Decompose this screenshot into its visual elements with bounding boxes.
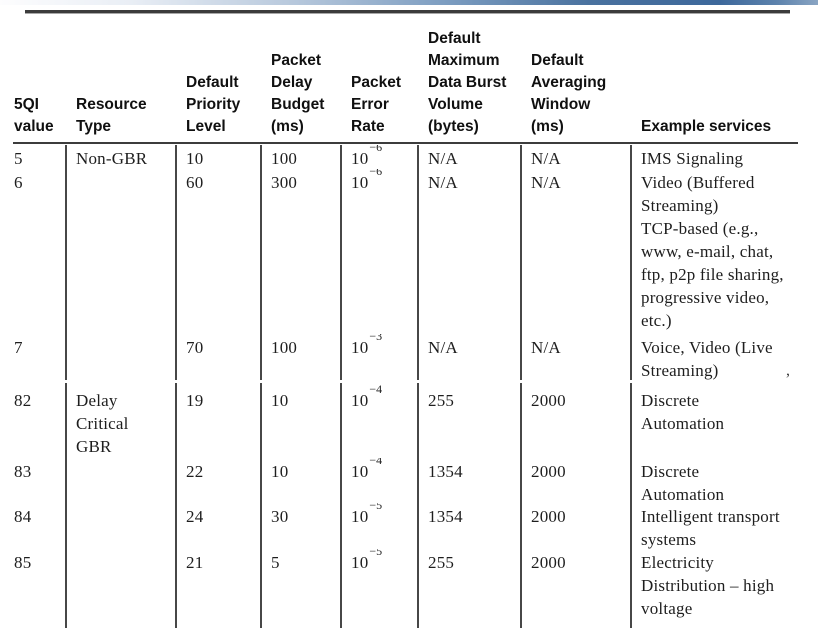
cell-5qi-value: 6 bbox=[14, 173, 23, 192]
cell-burst-volume: 255 bbox=[417, 383, 520, 458]
cell-resource-type bbox=[65, 458, 175, 503]
cell-5qi-value: 82 bbox=[14, 391, 32, 410]
cell-error-rate: 10−5 bbox=[340, 503, 417, 549]
table-top-rule bbox=[25, 10, 790, 13]
cell-example-services: Intelligent transport systems bbox=[630, 503, 806, 549]
column-header-burst-volume: Default Maximum Data Burst Volume (bytes… bbox=[428, 30, 507, 135]
page-top-accent-bar bbox=[0, 0, 818, 5]
cell-error-rate: 10−6 bbox=[340, 169, 417, 334]
table-section-delay-critical-gbr: 82 Delay Critical GBR 19 10 10−4 255 200… bbox=[14, 383, 806, 628]
cell-burst-volume: 255 bbox=[417, 549, 520, 628]
cell-5qi-value: 83 bbox=[14, 462, 32, 481]
table-row-5qi-6: 6 60 300 10−6 N/A N/A Video (Buffered St… bbox=[14, 169, 806, 334]
cell-delay-budget: 300 bbox=[260, 169, 340, 334]
cell-5qi-value: 85 bbox=[14, 553, 32, 572]
cell-delay-budget: 5 bbox=[260, 549, 340, 628]
table-row-5qi-85: 85 21 5 10−5 255 2000 Electricity Distri… bbox=[14, 549, 806, 628]
cell-priority-level: 10 bbox=[175, 145, 260, 169]
error-rate-exponent: −4 bbox=[369, 383, 383, 397]
cell-example-services: Voice, Video (Live Streaming) bbox=[630, 334, 806, 380]
column-header-priority-level: Default Priority Level bbox=[186, 74, 241, 135]
cell-averaging-window: 2000 bbox=[520, 503, 630, 549]
cell-error-rate: 10−3 bbox=[340, 334, 417, 380]
cell-averaging-window: N/A bbox=[520, 145, 630, 169]
cell-priority-level: 21 bbox=[175, 549, 260, 628]
table-row-5qi-5: 5 Non-GBR 10 100 10−6 N/A N/A IMS Signal… bbox=[14, 145, 806, 169]
cell-averaging-window: N/A bbox=[520, 334, 630, 380]
error-rate-exponent: −5 bbox=[369, 503, 383, 513]
cell-resource-type bbox=[65, 549, 175, 628]
column-header-resource-type: Resource Type bbox=[76, 96, 147, 135]
cell-example-services: IMS Signaling bbox=[630, 145, 806, 169]
error-rate-exponent: −6 bbox=[369, 169, 383, 179]
table-row-5qi-82: 82 Delay Critical GBR 19 10 10−4 255 200… bbox=[14, 383, 806, 458]
cell-delay-budget: 100 bbox=[260, 334, 340, 380]
cell-burst-volume: N/A bbox=[417, 169, 520, 334]
cell-delay-budget: 10 bbox=[260, 383, 340, 458]
column-header-delay-budget: Packet Delay Budget (ms) bbox=[271, 52, 325, 135]
column-header-5qi-value: 5QI value bbox=[14, 96, 54, 135]
cell-error-rate: 10−5 bbox=[340, 549, 417, 628]
table-header-row: 5QI value Resource Type Default Priority… bbox=[14, 16, 806, 140]
error-rate-exponent: −3 bbox=[369, 334, 383, 344]
cell-priority-level: 70 bbox=[175, 334, 260, 380]
cell-delay-budget: 100 bbox=[260, 145, 340, 169]
error-rate-exponent: −4 bbox=[369, 458, 383, 468]
column-header-example-services: Example services bbox=[641, 118, 772, 135]
cell-example-services: Video (Buffered Streaming) TCP-based (e.… bbox=[630, 169, 806, 334]
cell-priority-level: 19 bbox=[175, 383, 260, 458]
cell-5qi-value: 5 bbox=[14, 149, 23, 168]
cell-example-services: Discrete Automation bbox=[630, 458, 806, 503]
cell-5qi-value: 84 bbox=[14, 507, 32, 526]
cell-priority-level: 60 bbox=[175, 169, 260, 334]
cell-priority-level: 22 bbox=[175, 458, 260, 503]
cell-priority-level: 24 bbox=[175, 503, 260, 549]
error-rate-exponent: −6 bbox=[369, 145, 383, 155]
cell-averaging-window: N/A bbox=[520, 169, 630, 334]
scan-artifact-mark: , bbox=[786, 362, 790, 379]
table-row-5qi-83: 83 22 10 10−4 1354 2000 Discrete Automat… bbox=[14, 458, 806, 503]
cell-burst-volume: 1354 bbox=[417, 458, 520, 503]
cell-example-services: Electricity Distribution – high voltage bbox=[630, 549, 806, 628]
cell-averaging-window: 2000 bbox=[520, 458, 630, 503]
cell-error-rate: 10−4 bbox=[340, 458, 417, 503]
cell-resource-type: Delay Critical GBR bbox=[65, 383, 175, 458]
cell-example-services: Discrete Automation bbox=[630, 383, 806, 458]
cell-resource-type bbox=[65, 503, 175, 549]
cell-error-rate: 10−4 bbox=[340, 383, 417, 458]
cell-resource-type bbox=[65, 334, 175, 380]
error-rate-exponent: −5 bbox=[369, 549, 383, 559]
cell-resource-type bbox=[65, 169, 175, 334]
cell-delay-budget: 30 bbox=[260, 503, 340, 549]
cell-burst-volume: N/A bbox=[417, 145, 520, 169]
table-row-5qi-84: 84 24 30 10−5 1354 2000 Intelligent tran… bbox=[14, 503, 806, 549]
cell-5qi-value: 7 bbox=[14, 338, 23, 357]
cell-resource-type: Non-GBR bbox=[65, 145, 175, 169]
table-row-5qi-7: 7 70 100 10−3 N/A N/A Voice, Video (Live… bbox=[14, 334, 806, 380]
cell-averaging-window: 2000 bbox=[520, 549, 630, 628]
table-section-non-gbr: 5 Non-GBR 10 100 10−6 N/A N/A IMS Signal… bbox=[14, 145, 806, 380]
cell-burst-volume: 1354 bbox=[417, 503, 520, 549]
cell-delay-budget: 10 bbox=[260, 458, 340, 503]
column-header-averaging-window: Default Averaging Window (ms) bbox=[531, 52, 607, 135]
cell-error-rate: 10−6 bbox=[340, 145, 417, 169]
column-header-error-rate: Packet Error Rate bbox=[351, 74, 401, 135]
header-separator-rule bbox=[13, 142, 798, 144]
cell-averaging-window: 2000 bbox=[520, 383, 630, 458]
cell-burst-volume: N/A bbox=[417, 334, 520, 380]
